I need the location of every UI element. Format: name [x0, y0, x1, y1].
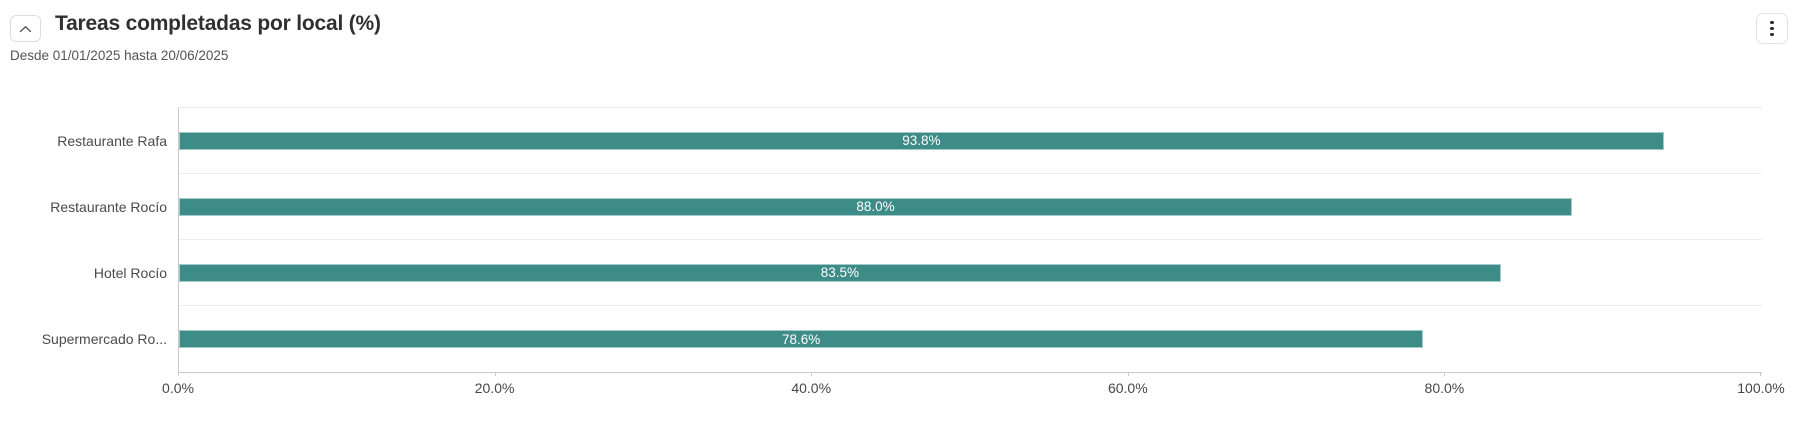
chevron-up-icon [19, 25, 32, 33]
x-axis-tick [1127, 372, 1129, 376]
x-axis-tick [494, 372, 496, 376]
category-label: Supermercado Ro... [41, 331, 167, 347]
x-axis-tick-label: 100.0% [1737, 380, 1785, 396]
date-range-subtitle: Desde 01/01/2025 hasta 20/06/2025 [10, 48, 229, 63]
category-label: Restaurante Rocío [50, 198, 167, 215]
x-axis-tick-label: 40.0% [791, 380, 832, 396]
bar-chart-plot-area: Restaurante Rafa 93.8% Restaurante Rocío 88… [42, 107, 1762, 373]
kebab-menu-icon [1770, 20, 1774, 37]
x-axis-tick-label: 80.0% [1424, 380, 1465, 396]
card-options-button[interactable] [1756, 13, 1788, 44]
bar-value-label: 83.5% [820, 265, 860, 280]
bar[interactable]: 88.0% [179, 197, 1573, 216]
category-label: Hotel Rocío [93, 264, 167, 281]
bar[interactable]: 93.8% [179, 131, 1664, 150]
x-axis-tick-label: 0.0% [162, 380, 194, 396]
x-axis-tick [811, 372, 813, 376]
chart-row: Hotel Rocío 83.5% [94, 240, 1762, 306]
page-title: Tareas completadas por local (%) [55, 12, 381, 35]
chart-row: Supermercado Ro... 78.6% [42, 306, 1762, 372]
bar-value-label: 78.6% [781, 331, 821, 347]
collapse-panel-button[interactable] [10, 15, 41, 42]
chart-row: Restaurante Rafa 93.8% [57, 108, 1762, 174]
category-label: Restaurante Rafa [57, 132, 167, 149]
bar-value-label: 93.8% [902, 133, 941, 148]
x-axis-tick [1760, 372, 1761, 376]
x-axis-tick [178, 372, 179, 376]
chart-row: Restaurante Rocío 88.0% [50, 174, 1762, 240]
x-axis-tick-label: 20.0% [474, 380, 515, 396]
x-axis-tick [1444, 372, 1446, 376]
x-axis-tick-label: 60.0% [1107, 380, 1148, 396]
bar[interactable]: 78.6% [179, 330, 1424, 348]
bar[interactable]: 83.5% [179, 263, 1501, 282]
bar-value-label: 88.0% [856, 199, 895, 214]
plot-rows: Restaurante Rafa 93.8% Restaurante Rocío 88… [42, 108, 1762, 372]
x-axis: 0.0% 20.0% 40.0% 60.0% 80.0% 100.0% [162, 372, 1785, 412]
